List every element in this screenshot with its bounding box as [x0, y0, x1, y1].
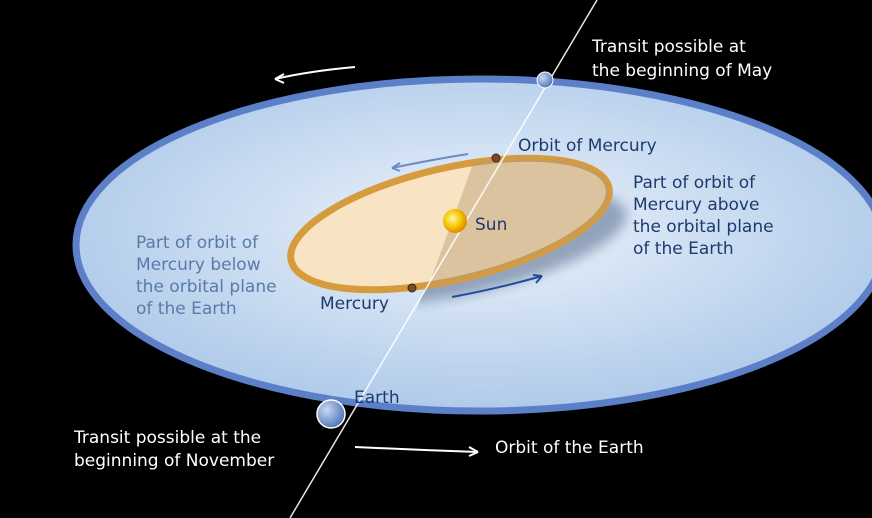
label: Mercury: [320, 294, 389, 314]
label: Part of orbit of: [633, 173, 756, 193]
label: beginning of November: [74, 451, 274, 471]
label: Mercury below: [136, 255, 261, 275]
label: the beginning of May: [592, 61, 772, 81]
sun: [443, 209, 467, 233]
label: Transit possible at the: [73, 428, 261, 448]
label: the orbital plane: [633, 217, 774, 237]
mercury-planet: [408, 284, 416, 292]
label: Part of orbit of: [136, 233, 259, 253]
label: Sun: [475, 215, 507, 235]
label: Earth: [354, 388, 400, 408]
mercury-node: [492, 154, 500, 162]
earth-planet: [317, 400, 345, 428]
earth-node: [537, 72, 553, 88]
diagram: Transit possible at the beginning of May…: [0, 0, 872, 518]
label: of the Earth: [136, 299, 237, 319]
label: Transit possible at: [591, 37, 746, 57]
label: the orbital plane: [136, 277, 277, 297]
label: Orbit of the Earth: [495, 438, 644, 458]
label: of the Earth: [633, 239, 734, 259]
label: Orbit of Mercury: [518, 136, 657, 156]
label: Mercury above: [633, 195, 759, 215]
